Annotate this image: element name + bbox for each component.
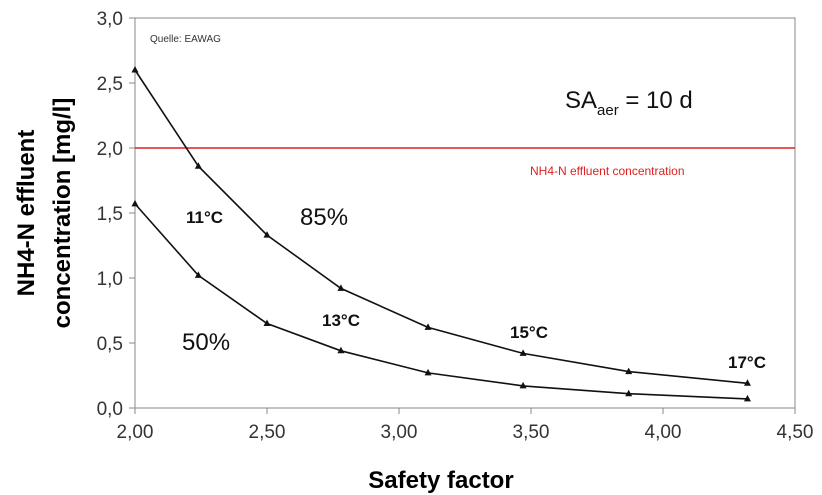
series-1-point — [743, 394, 751, 402]
label-50-percent: 50% — [182, 329, 230, 356]
y-tick-label: 1,0 — [97, 269, 123, 290]
series-line-1 — [134, 203, 748, 400]
series-0-point — [625, 367, 633, 375]
sa-annotation-main: SA — [565, 87, 597, 114]
series-layer — [131, 66, 751, 402]
y-tick-label: 2,5 — [97, 74, 123, 95]
y-axis-title-line-1: NH4-N effluent — [13, 130, 40, 297]
x-tick-label: 2,50 — [249, 422, 286, 443]
sa-annotation-value: = 10 d — [619, 87, 693, 114]
series-line-0 — [134, 69, 748, 385]
temp-label-17: 17°C — [728, 353, 766, 372]
x-tick-label: 4,00 — [645, 422, 682, 443]
series-1-point — [337, 346, 345, 354]
series-0-point — [263, 231, 271, 238]
y-tick-label: 0,0 — [97, 399, 123, 420]
y-axis-title-line-2: concentration [mg/l] — [49, 98, 76, 329]
series-1-point — [194, 271, 202, 278]
y-tick-label: 2,0 — [97, 139, 123, 160]
series-1-point — [519, 381, 527, 389]
y-tick-label: 3,0 — [97, 9, 123, 30]
x-axis-title: Safety factor — [368, 467, 513, 494]
series-0-point — [194, 162, 202, 169]
y-axis-ticks: 0,0 0,5 1,0 1,5 2,0 2,5 3,0 — [97, 9, 135, 420]
sa-annotation: SAaer = 10 d — [565, 87, 693, 119]
x-tick-label: 2,00 — [117, 422, 154, 443]
y-tick-label: 0,5 — [97, 334, 123, 355]
x-tick-label: 3,00 — [381, 422, 418, 443]
x-tick-label: 4,50 — [777, 422, 814, 443]
temp-label-13: 13°C — [322, 311, 360, 330]
series-0-point — [131, 66, 139, 73]
temp-label-15: 15°C — [510, 323, 548, 342]
plot-area-frame — [134, 17, 796, 409]
series-1-point — [424, 368, 432, 376]
x-axis-ticks: 2,00 2,50 3,00 3,50 4,00 4,50 — [117, 408, 814, 443]
temp-label-11: 11°C — [186, 208, 223, 227]
reference-line-label: NH4-N effluent concentration — [530, 164, 685, 178]
source-note: Quelle: EAWAG — [150, 34, 221, 45]
x-tick-label: 3,50 — [513, 422, 550, 443]
series-1-point — [263, 319, 271, 326]
label-85-percent: 85% — [300, 204, 348, 231]
y-tick-label: 1,5 — [97, 204, 123, 225]
series-0-point — [424, 323, 432, 330]
series-1-point — [131, 199, 139, 207]
sa-annotation-subscript: aer — [597, 102, 619, 119]
series-0-point — [337, 284, 345, 291]
series-0-point — [519, 349, 527, 356]
series-0-point — [743, 379, 751, 386]
series-1-point — [625, 389, 633, 397]
